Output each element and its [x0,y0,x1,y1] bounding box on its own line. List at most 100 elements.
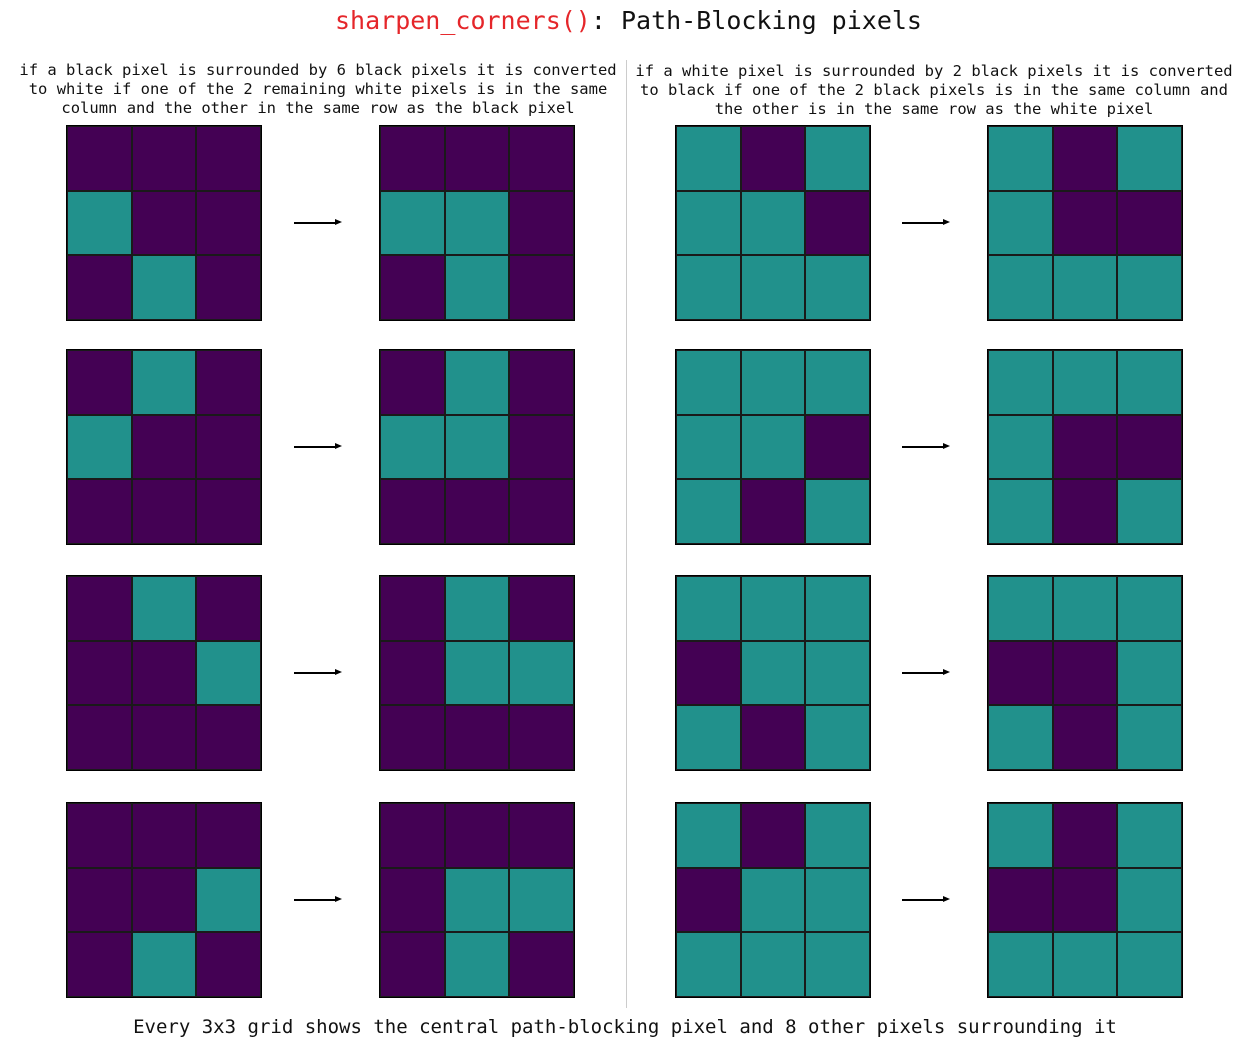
white-pixel-cell [509,867,574,933]
white-pixel-cell [676,350,741,415]
black-pixel-cell [131,640,197,706]
black-pixel-cell [444,126,510,191]
black-pixel-cell [1052,705,1118,770]
white-pixel-cell [676,126,741,191]
white-pixel-cell [67,190,132,256]
black-pixel-cell [67,867,132,933]
left-example-3-before-grid [66,575,262,771]
white-pixel-cell [676,932,741,997]
black-pixel-cell [380,479,445,544]
black-pixel-cell [444,803,510,868]
left-example-2-before-grid [66,349,262,545]
left-rule-description: if a black pixel is surrounded by 6 blac… [19,61,617,117]
black-pixel-cell [380,867,445,933]
transform-arrow-icon [902,442,950,452]
white-pixel-cell [988,479,1053,544]
footer-caption: Every 3x3 grid shows the central path-bl… [133,1016,1117,1038]
black-pixel-cell [740,803,806,868]
white-pixel-cell [988,126,1053,191]
white-pixel-cell [740,190,806,256]
left-example-4-before-grid [66,802,262,998]
white-pixel-cell [196,640,261,706]
black-pixel-cell [509,479,574,544]
white-pixel-cell [380,414,445,480]
black-pixel-cell [196,932,261,997]
black-pixel-cell [131,126,197,191]
black-pixel-cell [131,190,197,256]
white-pixel-cell [676,479,741,544]
white-pixel-cell [380,190,445,256]
black-pixel-cell [67,255,132,320]
white-pixel-cell [1117,126,1182,191]
white-pixel-cell [988,414,1053,480]
black-pixel-cell [509,932,574,997]
black-pixel-cell [509,803,574,868]
black-pixel-cell [1117,414,1182,480]
white-pixel-cell [1117,867,1182,933]
white-pixel-cell [1117,350,1182,415]
black-pixel-cell [67,350,132,415]
black-pixel-cell [196,803,261,868]
white-pixel-cell [1052,576,1118,641]
white-pixel-cell [805,932,870,997]
right-example-1-before-grid [675,125,871,321]
white-pixel-cell [676,803,741,868]
black-pixel-cell [196,190,261,256]
left-example-2-after-grid [379,349,575,545]
right-example-2-before-grid [675,349,871,545]
left-example-4-after-grid [379,802,575,998]
black-pixel-cell [1052,803,1118,868]
black-pixel-cell [380,126,445,191]
black-pixel-cell [740,126,806,191]
white-pixel-cell [988,803,1053,868]
black-pixel-cell [67,640,132,706]
white-pixel-cell [67,414,132,480]
transform-arrow-icon [902,218,950,228]
black-pixel-cell [509,255,574,320]
black-pixel-cell [988,867,1053,933]
black-pixel-cell [805,414,870,480]
white-pixel-cell [196,867,261,933]
black-pixel-cell [380,255,445,320]
black-pixel-cell [196,705,261,770]
transform-arrow-icon [294,442,342,452]
right-example-1-after-grid [987,125,1183,321]
black-pixel-cell [380,640,445,706]
white-pixel-cell [740,640,806,706]
black-pixel-cell [1052,867,1118,933]
black-pixel-cell [1052,414,1118,480]
white-pixel-cell [988,255,1053,320]
right-example-3-before-grid [675,575,871,771]
white-pixel-cell [676,255,741,320]
white-pixel-cell [1052,255,1118,320]
white-pixel-cell [740,932,806,997]
black-pixel-cell [67,932,132,997]
white-pixel-cell [988,705,1053,770]
black-pixel-cell [676,867,741,933]
black-pixel-cell [509,414,574,480]
white-pixel-cell [444,867,510,933]
black-pixel-cell [444,479,510,544]
black-pixel-cell [380,803,445,868]
black-pixel-cell [509,190,574,256]
black-pixel-cell [805,190,870,256]
white-pixel-cell [805,255,870,320]
black-pixel-cell [1117,190,1182,256]
white-pixel-cell [805,350,870,415]
white-pixel-cell [131,255,197,320]
black-pixel-cell [196,126,261,191]
black-pixel-cell [380,576,445,641]
column-divider [626,60,627,1008]
black-pixel-cell [380,932,445,997]
black-pixel-cell [509,350,574,415]
black-pixel-cell [444,705,510,770]
white-pixel-cell [676,190,741,256]
white-pixel-cell [740,350,806,415]
black-pixel-cell [196,350,261,415]
black-pixel-cell [740,479,806,544]
white-pixel-cell [444,190,510,256]
title-rest: : Path-Blocking pixels [590,6,922,35]
black-pixel-cell [67,126,132,191]
white-pixel-cell [805,640,870,706]
white-pixel-cell [444,414,510,480]
